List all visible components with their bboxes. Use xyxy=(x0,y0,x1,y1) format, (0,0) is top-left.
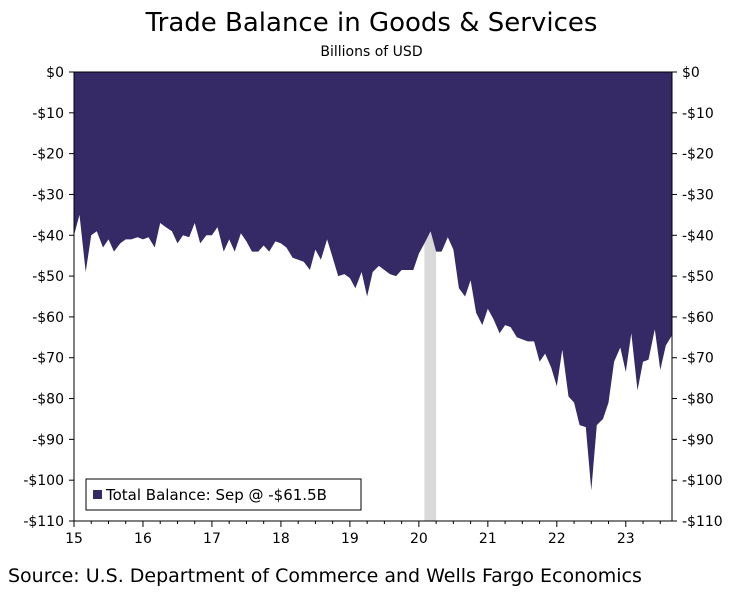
y-tick-label-left: -$30 xyxy=(32,187,64,203)
plot-frame xyxy=(73,71,673,522)
y-tick-label-right: -$70 xyxy=(682,351,714,367)
y-tick-label-right: -$100 xyxy=(682,473,723,489)
x-tick-label: 20 xyxy=(410,531,428,547)
chart-subtitle: Billions of USD xyxy=(320,44,423,60)
x-tick-label: 22 xyxy=(548,531,566,547)
x-tick-label: 23 xyxy=(617,531,635,547)
y-tick-label-right: -$20 xyxy=(682,147,714,163)
x-tick-label: 15 xyxy=(65,531,83,547)
x-tick-label: 19 xyxy=(341,531,359,547)
y-tick-label-left: -$80 xyxy=(32,392,64,408)
chart-title: Trade Balance in Goods & Services xyxy=(145,8,598,38)
total-balance-area xyxy=(74,72,672,491)
y-tick-label-left: -$70 xyxy=(32,351,64,367)
y-tick-label-right: -$30 xyxy=(682,187,714,203)
legend-label: Total Balance: Sep @ -$61.5B xyxy=(105,486,327,504)
x-tick-label: 21 xyxy=(479,531,497,547)
x-tick-label: 17 xyxy=(203,531,221,547)
y-tick-label-right: -$90 xyxy=(682,432,714,448)
y-tick-label-left: $0 xyxy=(46,65,64,81)
y-tick-label-left: -$100 xyxy=(23,473,64,489)
x-tick-label: 16 xyxy=(134,531,152,547)
y-tick-label-left: -$90 xyxy=(32,432,64,448)
legend-swatch xyxy=(93,490,102,499)
y-tick-label-right: -$80 xyxy=(682,392,714,408)
y-tick-label-left: -$60 xyxy=(32,310,64,326)
y-tick-label-left: -$10 xyxy=(32,106,64,122)
recession-shading xyxy=(424,72,437,521)
y-tick-label-right: $0 xyxy=(682,65,700,81)
y-tick-label-right: -$110 xyxy=(682,514,723,530)
x-tick-label: 18 xyxy=(272,531,290,547)
y-tick-label-left: -$20 xyxy=(32,147,64,163)
y-tick-label-right: -$10 xyxy=(682,106,714,122)
legend-box xyxy=(85,478,362,511)
y-tick-label-right: -$60 xyxy=(682,310,714,326)
y-tick-label-left: -$40 xyxy=(32,228,64,244)
source-note: Source: U.S. Department of Commerce and … xyxy=(8,565,642,587)
y-tick-label-left: -$50 xyxy=(32,269,64,285)
y-tick-label-left: -$110 xyxy=(23,514,64,530)
y-tick-label-right: -$40 xyxy=(682,228,714,244)
y-tick-label-right: -$50 xyxy=(682,269,714,285)
